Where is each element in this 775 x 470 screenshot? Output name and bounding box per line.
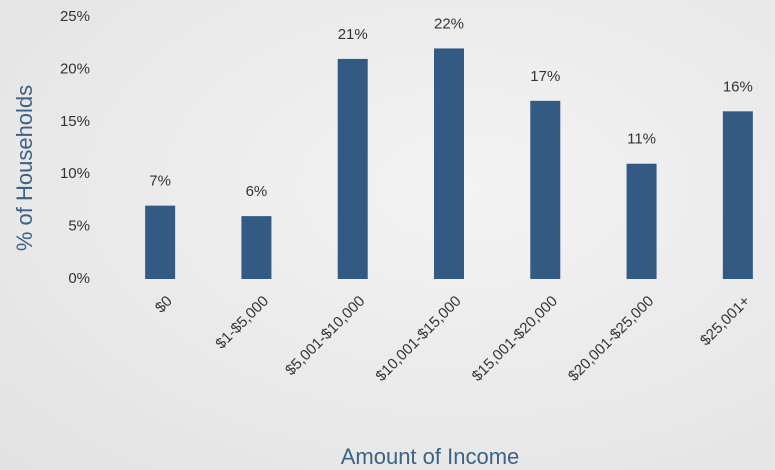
value-label: 16% <box>723 78 753 95</box>
y-tick-label: 10% <box>60 165 90 182</box>
value-label: 22% <box>434 15 464 32</box>
x-tick-label: $25,001+ <box>697 292 754 349</box>
x-axis-title: Amount of Income <box>341 444 520 469</box>
bar <box>722 111 753 279</box>
x-tick-label: $15,001-$20,000 <box>469 293 561 385</box>
y-axis-title: % of Households <box>12 85 37 251</box>
bar <box>241 216 272 279</box>
value-label: 11% <box>627 131 656 148</box>
x-tick-label: $0 <box>152 293 176 317</box>
y-tick-label: 0% <box>68 270 90 287</box>
value-label: 7% <box>149 173 171 190</box>
y-tick-label: 5% <box>68 218 90 235</box>
x-tick-label: $10,001-$15,000 <box>372 293 464 385</box>
value-label: 6% <box>246 183 268 200</box>
y-tick-label: 15% <box>60 113 90 130</box>
value-label: 17% <box>530 68 560 85</box>
bar <box>145 205 176 279</box>
x-tick-label: $1-$5,000 <box>212 293 272 353</box>
x-tick-label: $5,001-$10,000 <box>282 293 368 379</box>
value-label: 21% <box>338 26 368 43</box>
bar <box>337 58 368 279</box>
y-tick-label: 25% <box>60 8 90 25</box>
x-tick-label: $20,001-$25,000 <box>565 293 657 385</box>
bar <box>530 100 561 279</box>
y-tick-label: 20% <box>60 60 90 77</box>
bar <box>626 163 657 279</box>
bar <box>434 48 464 279</box>
